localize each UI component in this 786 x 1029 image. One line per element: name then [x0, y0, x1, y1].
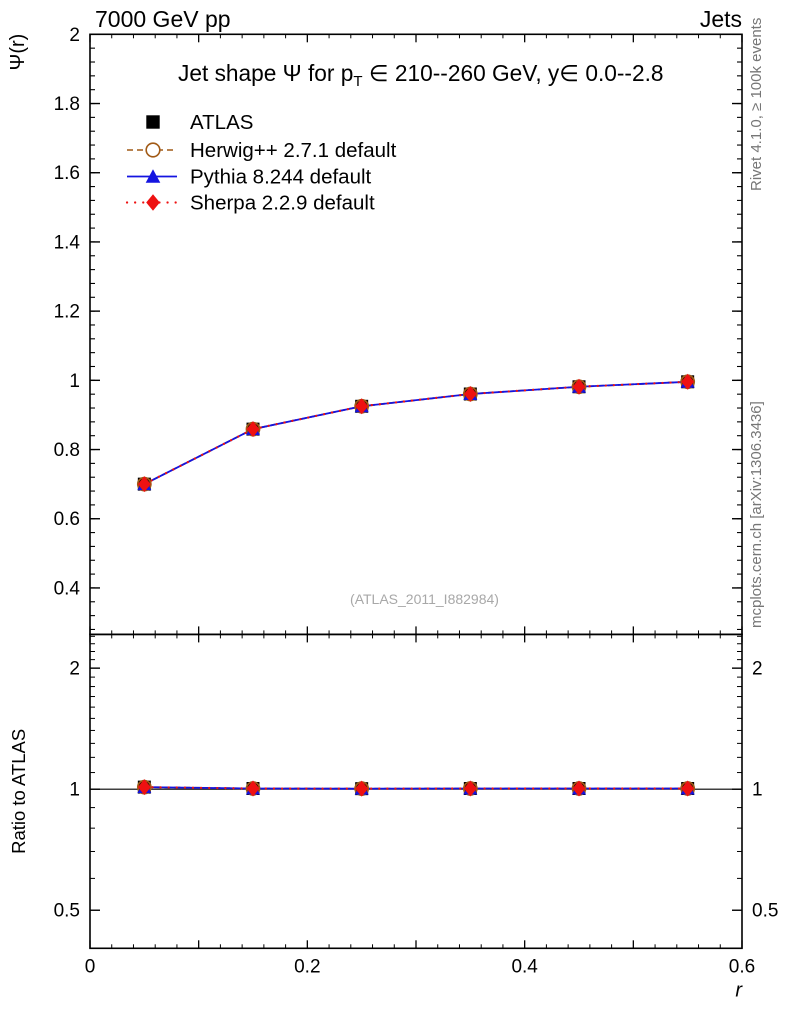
svg-text:2: 2: [752, 659, 763, 680]
svg-text:2: 2: [69, 25, 80, 46]
svg-text:r: r: [735, 979, 743, 1001]
svg-text:1: 1: [752, 780, 763, 801]
svg-text:0: 0: [85, 956, 96, 977]
svg-text:Ratio to ATLAS: Ratio to ATLAS: [8, 729, 29, 854]
svg-text:7000 GeV pp: 7000 GeV pp: [95, 6, 231, 32]
svg-text:0.4: 0.4: [54, 578, 81, 599]
svg-text:Sherpa 2.2.9 default: Sherpa 2.2.9 default: [190, 192, 375, 215]
svg-text:0.6: 0.6: [54, 509, 80, 530]
svg-text:1: 1: [69, 780, 80, 801]
svg-text:ATLAS: ATLAS: [190, 111, 253, 134]
svg-text:Herwig++ 2.7.1 default: Herwig++ 2.7.1 default: [190, 139, 397, 162]
svg-text:1.6: 1.6: [54, 163, 80, 184]
svg-text:0.5: 0.5: [54, 901, 80, 922]
svg-text:Ψ(r): Ψ(r): [7, 34, 29, 71]
svg-text:0.5: 0.5: [752, 901, 778, 922]
svg-text:Rivet 4.1.0, ≥ 100k events: Rivet 4.1.0, ≥ 100k events: [748, 18, 765, 191]
svg-text:Pythia 8.244 default: Pythia 8.244 default: [190, 166, 372, 189]
svg-text:Jets: Jets: [700, 6, 742, 32]
svg-text:1: 1: [69, 371, 80, 392]
svg-text:0.6: 0.6: [729, 956, 755, 977]
svg-text:1.2: 1.2: [54, 302, 80, 323]
svg-text:0.4: 0.4: [511, 956, 538, 977]
svg-text:0.8: 0.8: [54, 440, 80, 461]
svg-text:(ATLAS_2011_I882984): (ATLAS_2011_I882984): [350, 591, 499, 607]
svg-text:1.8: 1.8: [54, 94, 80, 115]
svg-text:mcplots.cern.ch [arXiv:1306.34: mcplots.cern.ch [arXiv:1306.3436]: [748, 401, 765, 628]
svg-text:Jet shape Ψ for pT ∈ 210--260: Jet shape Ψ for pT ∈ 210--260 GeV, y∈ 0.…: [178, 60, 664, 90]
svg-text:1.4: 1.4: [54, 232, 81, 253]
svg-text:0.2: 0.2: [294, 956, 320, 977]
svg-text:2: 2: [69, 659, 80, 680]
